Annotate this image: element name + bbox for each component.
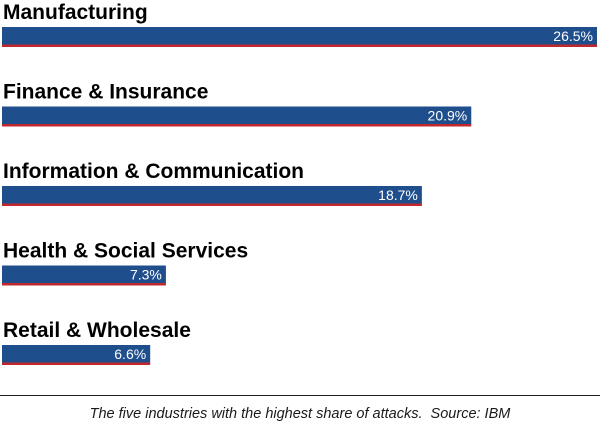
caption-divider — [0, 395, 600, 396]
category-label: Manufacturing — [3, 1, 148, 24]
value-label: 7.3% — [130, 267, 162, 283]
bar-group: Health & Social Services 7.3% — [2, 240, 248, 286]
bar — [2, 265, 166, 283]
bar-underline — [2, 362, 151, 365]
bar-underline — [2, 282, 166, 286]
bar — [2, 106, 472, 124]
category-label: Information & Communication — [3, 160, 304, 183]
bar-group: Retail & Wholesale 6.6% — [2, 319, 191, 365]
bar-group: Finance & Insurance 20.9% — [2, 81, 472, 127]
category-label: Retail & Wholesale — [3, 319, 191, 342]
bar-group: Manufacturing 26.5% — [2, 1, 597, 47]
bar — [2, 27, 597, 45]
value-label: 18.7% — [378, 187, 418, 203]
value-label: 6.6% — [114, 346, 146, 362]
bar — [2, 345, 151, 363]
chart-caption: The five industries with the highest sha… — [89, 406, 511, 422]
category-label: Finance & Insurance — [3, 81, 208, 104]
category-label: Health & Social Services — [3, 240, 248, 263]
bar — [2, 186, 422, 204]
bar-chart: Manufacturing 26.5% Finance & Insurance 20.… — [2, 1, 597, 365]
value-label: 26.5% — [553, 28, 593, 44]
bar-group: Information & Communication 18.7% — [2, 160, 422, 206]
bar-underline — [2, 123, 472, 127]
bar-underline — [2, 44, 597, 47]
bar-underline — [2, 203, 422, 206]
value-label: 20.9% — [428, 108, 468, 124]
